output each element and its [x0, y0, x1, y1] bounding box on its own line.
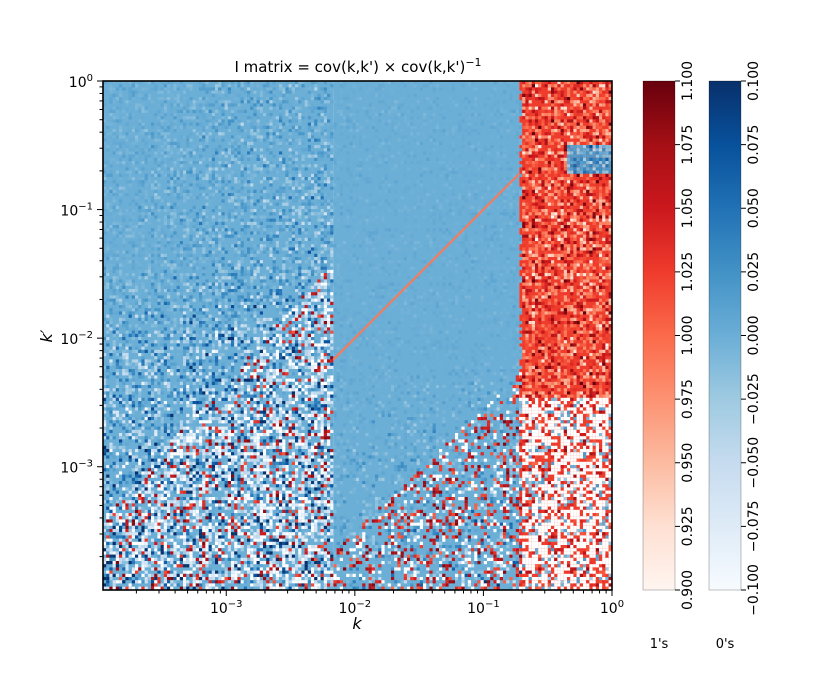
- chart-title-superscript: −1: [465, 56, 481, 69]
- chart-title: I matrix = cov(k,k') × cov(k,k')−1: [234, 56, 481, 76]
- colorbar-tick-label: 1.100: [680, 61, 696, 101]
- colorbar-zeros: −0.100 −0.075 −0.050 −0.025 0.000 0.025 0.050 0…: [708, 61, 762, 652]
- colorbar-tick-label: 1.050: [680, 188, 696, 228]
- y-tick-label: 10−2: [60, 330, 93, 348]
- plot-frame: [102, 80, 613, 591]
- colorbar-tick-label: 0.925: [680, 506, 696, 546]
- y-tick-label: 10−3: [60, 459, 93, 477]
- colorbar-tick-label: 0.975: [680, 379, 696, 419]
- colorbar-zeros-gradient: [709, 81, 741, 590]
- x-axis-ticks: 10−3 10−2 10−1 100: [135, 590, 624, 617]
- heatmap-area: [103, 81, 612, 590]
- x-tick-label: 100: [600, 599, 624, 617]
- diagonal-line: [332, 172, 521, 361]
- colorbar-tick-label: 0.900: [680, 570, 696, 610]
- colorbar-ones-gradient: [643, 81, 675, 590]
- colorbar-tick-label: 0.050: [746, 188, 762, 228]
- colorbar-tick-label: 1.025: [680, 252, 696, 292]
- colorbar-ones-label: 1's: [650, 637, 669, 652]
- x-tick-label: 10−2: [339, 599, 372, 617]
- colorbar-tick-label: 0.075: [746, 125, 762, 165]
- x-tick-label: 10−3: [210, 599, 243, 617]
- colorbar-ones-ticks: 0.900 0.925 0.950 0.975 1.000 1.025 1.050 1.075…: [675, 61, 696, 610]
- colorbar-tick-label: 0.950: [680, 443, 696, 483]
- y-axis-ticks: 10−3 10−2 10−1 100: [60, 73, 103, 558]
- y-tick-label: 100: [69, 73, 93, 91]
- colorbar-tick-label: 1.075: [680, 125, 696, 165]
- colorbar-zeros-label: 0's: [716, 637, 735, 652]
- colorbar-tick-label: 1.000: [680, 315, 696, 355]
- colorbar-tick-label: 0.000: [746, 315, 762, 355]
- colorbar-ones: 0.900 0.925 0.950 0.975 1.000 1.025 1.050 1.075…: [642, 61, 696, 652]
- colorbar-tick-label: −0.100: [746, 564, 762, 616]
- colorbar-tick-label: −0.025: [746, 373, 762, 425]
- colorbar-tick-label: 0.025: [746, 252, 762, 292]
- colorbar-tick-label: −0.050: [746, 437, 762, 489]
- x-axis-label: k: [352, 614, 362, 633]
- y-axis-label: k′: [37, 329, 56, 342]
- x-tick-label: 10−1: [467, 599, 500, 617]
- y-tick-label: 10−1: [60, 202, 93, 220]
- colorbar-tick-label: 0.100: [746, 61, 762, 101]
- colorbar-zeros-ticks: −0.100 −0.075 −0.050 −0.025 0.000 0.025 0.050 0…: [741, 61, 762, 616]
- colorbar-tick-label: −0.075: [746, 500, 762, 552]
